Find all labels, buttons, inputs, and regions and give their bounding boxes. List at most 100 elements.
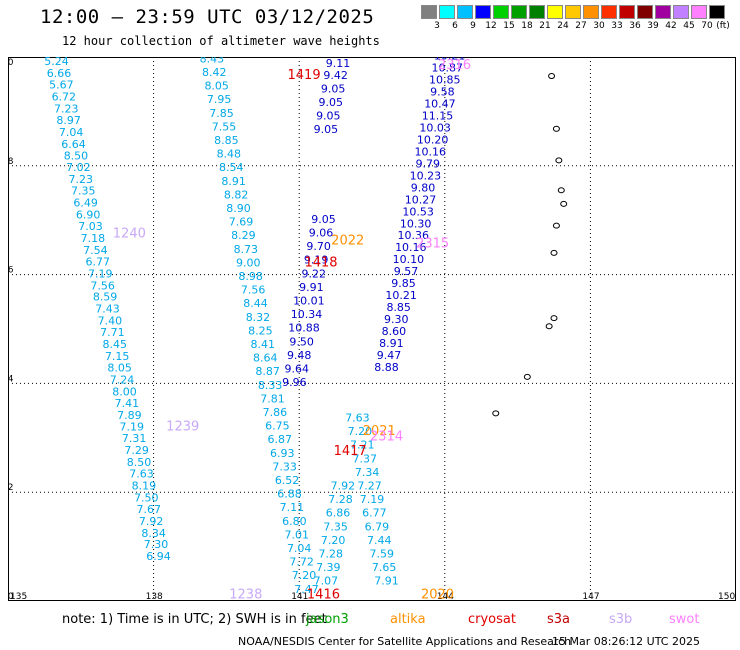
wave-height-value: 8.45 <box>103 338 128 351</box>
wave-height-value: 7.56 <box>90 279 115 292</box>
wave-height-value: 6.87 <box>268 433 293 446</box>
wave-height-value: 8.97 <box>56 114 81 127</box>
satellite-legend-item: altika <box>390 612 426 627</box>
legend-swatch <box>565 5 581 19</box>
wave-height-value: 6.75 <box>265 420 290 433</box>
wave-height-value: 7.72 <box>289 556 314 569</box>
wave-height-value: 8.42 <box>202 66 227 79</box>
wave-height-value: 9.05 <box>316 110 341 123</box>
wave-height-value: 7.41 <box>115 397 140 410</box>
wave-height-value: 7.31 <box>122 432 147 445</box>
lon-tick-label: 144 <box>437 592 454 601</box>
legend-label: 3 <box>434 21 440 31</box>
wave-height-value: 10.01 <box>293 295 325 308</box>
wave-height-value: 7.24 <box>110 373 135 386</box>
legend-swatch <box>709 5 725 19</box>
pass-number-label: 2021 <box>363 424 396 439</box>
wave-height-value: 10.23 <box>410 169 442 182</box>
wave-height-value: 7.29 <box>124 444 149 457</box>
wave-height-value: 7.01 <box>285 528 310 541</box>
legend-label: 30 <box>593 21 605 31</box>
wave-height-value: 8.87 <box>255 365 280 378</box>
wave-height-value: 9.42 <box>323 69 348 82</box>
wave-height-value: 7.43 <box>95 303 120 316</box>
wave-height-value: 10.87 <box>431 62 463 75</box>
legend-label: 27 <box>575 21 587 31</box>
wave-height-value: 9.30 <box>384 313 409 326</box>
wave-height-value: 10.03 <box>419 122 451 135</box>
wave-height-value: 8.64 <box>253 352 278 365</box>
wave-height-value: 9.50 <box>289 335 314 348</box>
wave-height-value: 9.64 <box>285 363 310 376</box>
wave-height-value: 9.06 <box>309 227 334 240</box>
wave-height-value: 8.88 <box>374 361 399 374</box>
legend-label: 9 <box>470 21 476 31</box>
island-outline <box>550 249 558 256</box>
wave-height-value: 7.65 <box>372 561 397 574</box>
wave-height-value: 6.64 <box>61 138 86 151</box>
satellite-legend-item: jason3 <box>306 612 349 627</box>
wave-height-value: 7.23 <box>69 173 94 186</box>
wave-height-value: 10.16 <box>395 241 427 254</box>
wave-height-value: 10.47 <box>424 98 456 111</box>
legend-label: 15 <box>503 21 515 31</box>
pass-number-label: 2316 <box>438 58 471 73</box>
legend-label: 12 <box>485 21 497 31</box>
wave-height-value: 7.54 <box>83 244 108 257</box>
wave-height-value: 6.86 <box>326 507 351 520</box>
wave-height-value: 9.05 <box>311 213 336 226</box>
wave-height-value: 9.47 <box>377 349 402 362</box>
legend-swatch <box>493 5 509 19</box>
wave-height-value: 6.66 <box>47 67 72 80</box>
wave-height-value: 10.30 <box>400 217 432 230</box>
island-outline <box>548 73 556 80</box>
wave-height-value: 5.67 <box>49 79 74 92</box>
legend-label: 33 <box>611 21 623 31</box>
wave-height-value: 11.15 <box>422 110 454 123</box>
wave-height-value: 9.48 <box>287 349 312 362</box>
legend-swatch <box>457 5 473 19</box>
wave-height-value: 7.59 <box>369 547 394 560</box>
wave-height-value: 7.37 <box>352 452 377 465</box>
wave-height-value: 10.53 <box>402 205 434 218</box>
satellite-legend-item: s3a <box>547 612 571 627</box>
wave-height-value: 8.19 <box>132 479 157 492</box>
wave-height-value: 6.77 <box>362 507 387 520</box>
wave-height-value: 7.27 <box>357 479 382 492</box>
wave-height-value: 6.79 <box>365 520 390 533</box>
pass-number-label: 1416 <box>307 587 340 601</box>
legend-swatch <box>475 5 491 19</box>
wave-height-value: 9.11 <box>326 57 351 70</box>
wave-height-value: 9.05 <box>321 82 346 95</box>
wave-height-value: 6.80 <box>282 515 307 528</box>
satellite-legend-item: cryosat <box>468 612 516 627</box>
wave-height-value: 7.71 <box>100 326 125 339</box>
wave-height-value: 8.85 <box>386 301 411 314</box>
wave-height-value: 7.28 <box>328 493 353 506</box>
pass-number-label: 1419 <box>288 68 321 83</box>
wave-height-value: 10.21 <box>385 289 417 302</box>
wave-height-value: 6.52 <box>275 474 300 487</box>
legend-swatch <box>529 5 545 19</box>
legend-swatch <box>511 5 527 19</box>
wave-height-value: 8.05 <box>204 80 229 93</box>
lon-tick-label: 150 <box>718 592 735 601</box>
wave-height-value: 9.85 <box>391 277 416 290</box>
legend-label: 70 <box>701 21 713 31</box>
wave-height-value: 10.16 <box>414 145 446 158</box>
wave-height-value: 7.63 <box>345 411 370 424</box>
legend-swatch <box>619 5 635 19</box>
wave-height-value: 7.02 <box>66 161 91 174</box>
legend-label: 45 <box>683 21 695 31</box>
wave-height-value: 7.92 <box>331 479 356 492</box>
legend-swatch <box>691 5 707 19</box>
wave-height-value: 7.35 <box>71 185 96 198</box>
wave-height-value: 9.00 <box>236 256 261 269</box>
wave-height-value: 7.07 <box>314 575 339 588</box>
footer-note: note: 1) Time is in UTC; 2) SWH is in fe… <box>62 612 327 627</box>
lat-tick-label: 10 <box>8 592 14 601</box>
wave-height-value: 8.33 <box>258 379 283 392</box>
wave-height-value: 8.50 <box>127 456 152 469</box>
wave-height-value: 8.44 <box>243 297 268 310</box>
wave-height-value: 9.57 <box>394 265 419 278</box>
